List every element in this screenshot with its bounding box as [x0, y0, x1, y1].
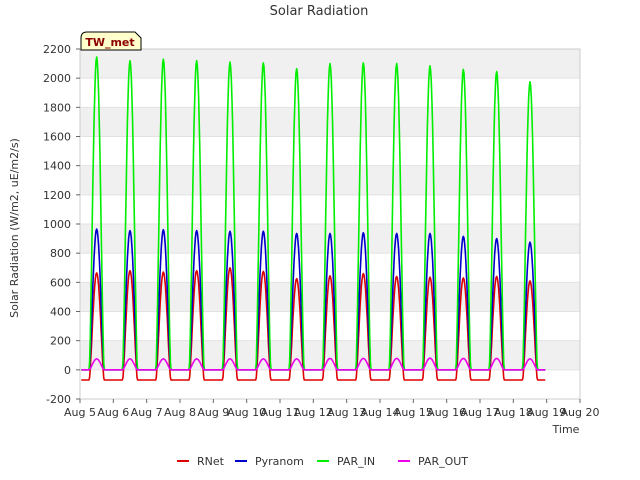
y-tick-label: 1800 — [43, 101, 71, 114]
series-line-par-out — [81, 357, 546, 371]
grid-band — [80, 311, 580, 341]
x-tick-label: Aug 11 — [261, 406, 300, 419]
y-tick-label: -200 — [46, 393, 71, 406]
x-tick-label: Aug 17 — [461, 406, 500, 419]
y-tick-label: 1000 — [43, 218, 71, 231]
y-tick-label: 200 — [50, 335, 71, 348]
y-tick-label: 1200 — [43, 189, 71, 202]
station-badge: TW_met — [80, 31, 142, 51]
x-tick-label: Aug 15 — [394, 406, 433, 419]
y-axis-label: Solar Radiation (W/m2, uE/m2/s) — [8, 138, 21, 318]
grid-band — [80, 224, 580, 254]
grid-band — [80, 165, 580, 195]
x-tick-label: Aug 10 — [227, 406, 266, 419]
grid-band — [80, 340, 580, 370]
x-tick-label: Aug 8 — [164, 406, 196, 419]
legend-label: PAR_IN — [337, 455, 375, 468]
x-tick-label: Aug 20 — [561, 406, 600, 419]
x-tick-label: Aug 19 — [527, 406, 566, 419]
grid-bands — [80, 48, 580, 400]
x-tick-label: Aug 16 — [427, 406, 466, 419]
x-tick-label: Aug 14 — [361, 406, 400, 419]
grid-band — [80, 282, 580, 312]
grid-band — [80, 194, 580, 224]
y-tick-label: 2000 — [43, 72, 71, 85]
x-tick-label: Aug 18 — [494, 406, 533, 419]
grid-band — [80, 136, 580, 166]
x-tick-label: Aug 9 — [197, 406, 229, 419]
series-line-rnet — [81, 267, 546, 381]
grid-band — [80, 78, 580, 108]
x-tick-label: Aug 12 — [294, 406, 333, 419]
station-badge-label: TW_met — [85, 36, 134, 49]
x-tick-label: Aug 7 — [131, 406, 163, 419]
y-tick-label: 0 — [64, 364, 71, 377]
legend-label: RNet — [197, 455, 225, 468]
legend-label: Pyranom — [255, 455, 304, 468]
chart-title: Solar Radiation — [270, 4, 369, 19]
y-tick-label: 800 — [50, 247, 71, 260]
grid-band — [80, 107, 580, 137]
y-tick-label: 1400 — [43, 160, 71, 173]
legend: RNet Pyranom PAR_IN PAR_OUT — [177, 455, 468, 468]
y-tick-label: 600 — [50, 276, 71, 289]
y-tick-label: 2200 — [43, 43, 71, 56]
x-tick-label: Aug 6 — [97, 406, 129, 419]
x-tick-label: Aug 5 — [64, 406, 96, 419]
y-tick-label: 400 — [50, 306, 71, 319]
y-tick-label: 1600 — [43, 131, 71, 144]
x-axis-label: Time — [552, 423, 580, 436]
y-axis-ticks: -200 0 200 400 600 800 1000 1200 1400 1600 1800 200… — [43, 43, 80, 406]
legend-label: PAR_OUT — [418, 455, 468, 468]
station-badge-shape — [80, 31, 142, 51]
x-tick-label: Aug 13 — [327, 406, 366, 419]
grid-band — [80, 369, 580, 399]
